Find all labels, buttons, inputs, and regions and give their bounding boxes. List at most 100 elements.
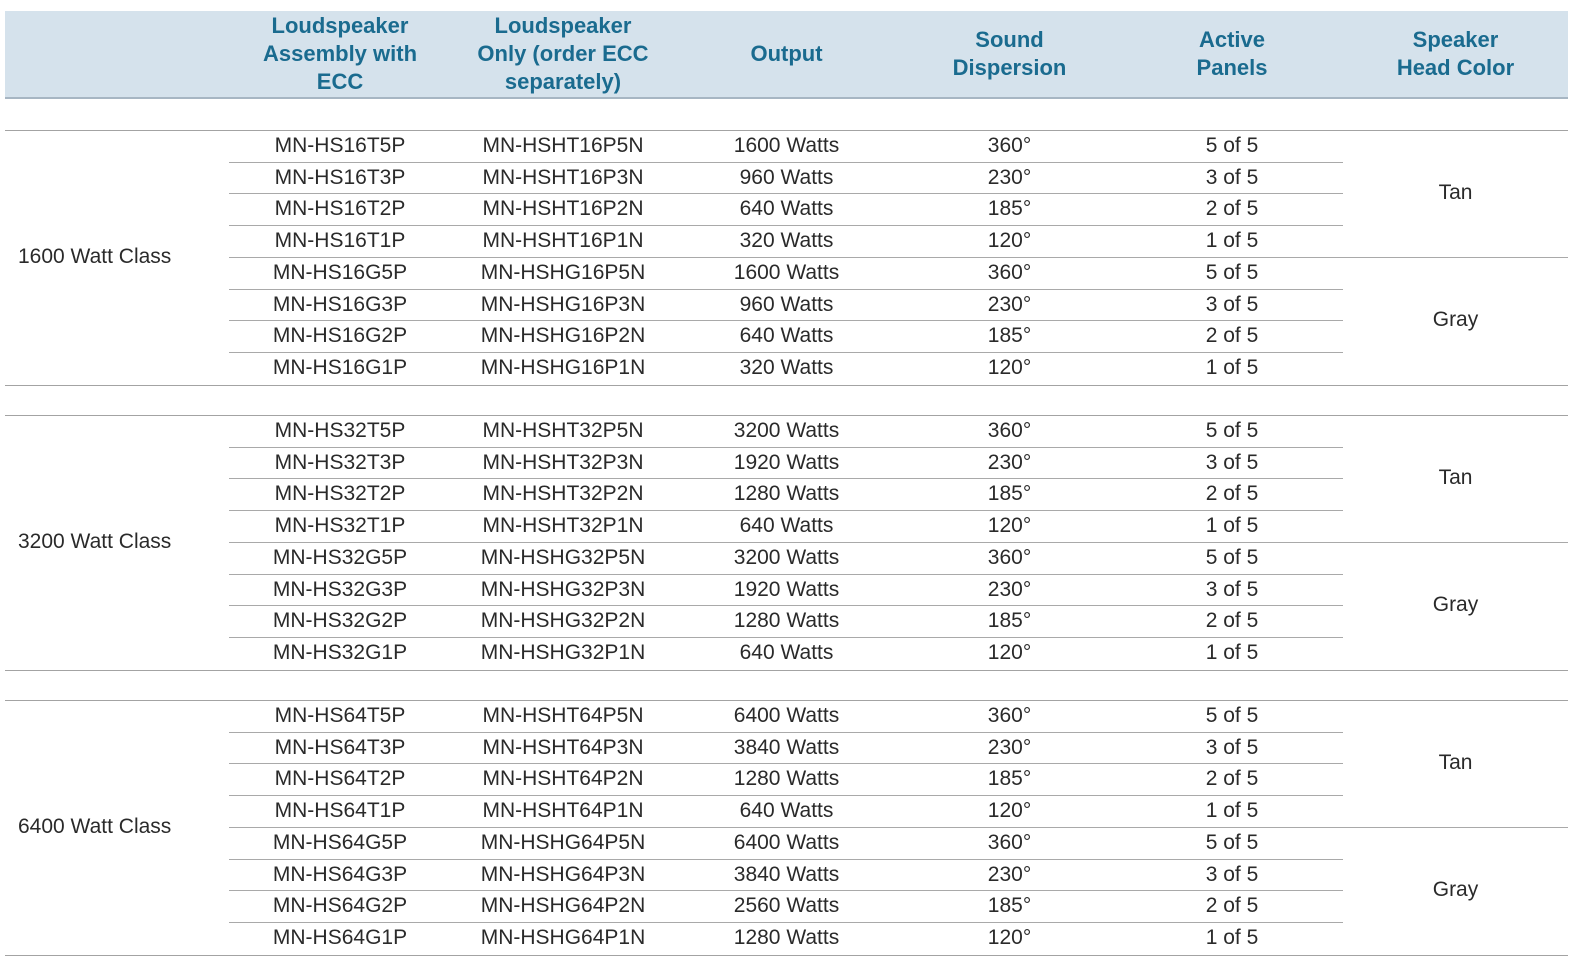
cell-speaker-only: MN-HSHT32P3N bbox=[482, 450, 644, 474]
cell-active-panels: 5 of 5 bbox=[1205, 419, 1259, 442]
cell-speaker-only: MN-HSHT16P2N bbox=[482, 197, 644, 221]
row-divider-rule bbox=[229, 605, 1343, 607]
color-divider-rule bbox=[1343, 826, 1568, 828]
header-sound-dispersion: Sound Dispersion bbox=[898, 11, 1121, 97]
cell-output: 1920 Watts bbox=[733, 450, 840, 474]
cell-active-panels: 1 of 5 bbox=[1205, 514, 1259, 538]
cell-speaker-only: MN-HSHT64P5N bbox=[482, 704, 644, 727]
speaker-head-color-label: Gray bbox=[1432, 878, 1479, 902]
cell-active-panels: 5 of 5 bbox=[1205, 704, 1259, 727]
cell-output: 6400 Watts bbox=[733, 704, 840, 727]
header-speaker-only: Loudspeaker Only (order ECC separately) bbox=[451, 11, 675, 97]
header-line: Sound bbox=[975, 27, 1044, 52]
row-divider-rule bbox=[229, 256, 1343, 258]
cell-output: 1280 Watts bbox=[733, 925, 840, 949]
cell-output: 960 Watts bbox=[739, 292, 834, 316]
row-divider-rule bbox=[229, 225, 1343, 227]
watt-class-label: 1600 Watt Class bbox=[18, 244, 172, 268]
speaker-head-color-label: Gray bbox=[1432, 593, 1479, 617]
cell-assembly-with-ecc: MN-HS32G3P bbox=[272, 577, 408, 601]
row-divider-rule bbox=[229, 161, 1343, 163]
header-line: Loudspeaker bbox=[271, 13, 409, 38]
header-speaker-head-color: Speaker Head Color bbox=[1343, 11, 1568, 97]
cell-assembly-with-ecc: MN-HS16G1P bbox=[272, 355, 408, 379]
cell-speaker-only: MN-HSHG64P3N bbox=[480, 862, 646, 886]
cell-active-panels: 1 of 5 bbox=[1205, 799, 1259, 823]
cell-sound-dispersion: 230° bbox=[987, 577, 1032, 601]
cell-speaker-only: MN-HSHT32P1N bbox=[482, 514, 644, 538]
row-divider-rule bbox=[229, 510, 1343, 512]
cell-active-panels: 1 of 5 bbox=[1205, 640, 1259, 664]
row-divider-rule bbox=[229, 573, 1343, 575]
cell-assembly-with-ecc: MN-HS64G2P bbox=[272, 894, 408, 918]
cell-sound-dispersion: 185° bbox=[987, 482, 1032, 506]
row-divider-rule bbox=[229, 478, 1343, 480]
cell-output: 2560 Watts bbox=[733, 894, 840, 918]
cell-assembly-with-ecc: MN-HS16G2P bbox=[272, 324, 408, 348]
row-divider-rule bbox=[229, 446, 1343, 448]
cell-active-panels: 5 of 5 bbox=[1205, 830, 1259, 854]
row-divider-rule bbox=[229, 763, 1343, 765]
cell-assembly-with-ecc: MN-HS32T2P bbox=[274, 482, 406, 506]
row-divider-rule bbox=[229, 826, 1343, 828]
cell-assembly-with-ecc: MN-HS16T3P bbox=[274, 165, 406, 189]
cell-speaker-only: MN-HSHG32P2N bbox=[480, 609, 646, 633]
cell-sound-dispersion: 360° bbox=[987, 830, 1032, 854]
cell-active-panels: 3 of 5 bbox=[1205, 862, 1259, 886]
color-divider-rule bbox=[1343, 541, 1568, 543]
header-line: Loudspeaker bbox=[494, 13, 632, 38]
cell-assembly-with-ecc: MN-HS32G2P bbox=[272, 609, 408, 633]
cell-output: 640 Watts bbox=[739, 799, 834, 823]
row-divider-rule bbox=[229, 890, 1343, 892]
cell-active-panels: 2 of 5 bbox=[1205, 894, 1259, 918]
cell-assembly-with-ecc: MN-HS16G5P bbox=[272, 260, 408, 284]
speaker-head-color-label: Gray bbox=[1432, 308, 1479, 332]
cell-output: 640 Watts bbox=[739, 324, 834, 348]
cell-output: 3840 Watts bbox=[733, 735, 840, 759]
row-divider-rule bbox=[229, 193, 1343, 195]
cell-sound-dispersion: 230° bbox=[987, 292, 1032, 316]
cell-assembly-with-ecc: MN-HS64G1P bbox=[272, 925, 408, 949]
header-line: Dispersion bbox=[952, 55, 1067, 80]
cell-assembly-with-ecc: MN-HS32T3P bbox=[274, 450, 406, 474]
header-line: Output bbox=[750, 41, 823, 66]
cell-assembly-with-ecc: MN-HS16G3P bbox=[272, 292, 408, 316]
section-top-rule bbox=[5, 130, 1568, 131]
cell-sound-dispersion: 230° bbox=[987, 862, 1032, 886]
cell-speaker-only: MN-HSHG16P2N bbox=[480, 324, 646, 348]
speaker-head-color-label: Tan bbox=[1438, 181, 1473, 205]
cell-speaker-only: MN-HSHT16P5N bbox=[482, 134, 644, 157]
cell-assembly-with-ecc: MN-HS32G1P bbox=[272, 640, 408, 664]
cell-assembly-with-ecc: MN-HS32G5P bbox=[272, 545, 408, 569]
cell-active-panels: 2 of 5 bbox=[1205, 609, 1259, 633]
cell-output: 1600 Watts bbox=[733, 134, 840, 157]
cell-speaker-only: MN-HSHT16P3N bbox=[482, 165, 644, 189]
cell-active-panels: 3 of 5 bbox=[1205, 165, 1259, 189]
row-divider-rule bbox=[229, 541, 1343, 543]
header-line: ECC bbox=[316, 69, 364, 94]
cell-output: 960 Watts bbox=[739, 165, 834, 189]
cell-output: 6400 Watts bbox=[733, 830, 840, 854]
cell-sound-dispersion: 185° bbox=[987, 324, 1032, 348]
cell-assembly-with-ecc: MN-HS64G5P bbox=[272, 830, 408, 854]
cell-active-panels: 5 of 5 bbox=[1205, 134, 1259, 157]
cell-assembly-with-ecc: MN-HS16T1P bbox=[274, 229, 406, 253]
cell-assembly-with-ecc: MN-HS32T5P bbox=[274, 419, 406, 442]
cell-sound-dispersion: 120° bbox=[987, 229, 1032, 253]
cell-assembly-with-ecc: MN-HS64G3P bbox=[272, 862, 408, 886]
cell-speaker-only: MN-HSHG16P5N bbox=[480, 260, 646, 284]
cell-sound-dispersion: 360° bbox=[987, 260, 1032, 284]
header-line: Active bbox=[1198, 27, 1266, 52]
cell-output: 640 Watts bbox=[739, 514, 834, 538]
cell-speaker-only: MN-HSHG32P3N bbox=[480, 577, 646, 601]
cell-speaker-only: MN-HSHT64P2N bbox=[482, 767, 644, 791]
cell-sound-dispersion: 230° bbox=[987, 735, 1032, 759]
cell-assembly-with-ecc: MN-HS64T5P bbox=[274, 704, 406, 727]
cell-sound-dispersion: 120° bbox=[987, 799, 1032, 823]
section-bottom-rule bbox=[5, 669, 1568, 671]
cell-sound-dispersion: 360° bbox=[987, 419, 1032, 442]
cell-sound-dispersion: 185° bbox=[987, 767, 1032, 791]
cell-output: 640 Watts bbox=[739, 197, 834, 221]
cell-assembly-with-ecc: MN-HS16T5P bbox=[274, 134, 406, 157]
